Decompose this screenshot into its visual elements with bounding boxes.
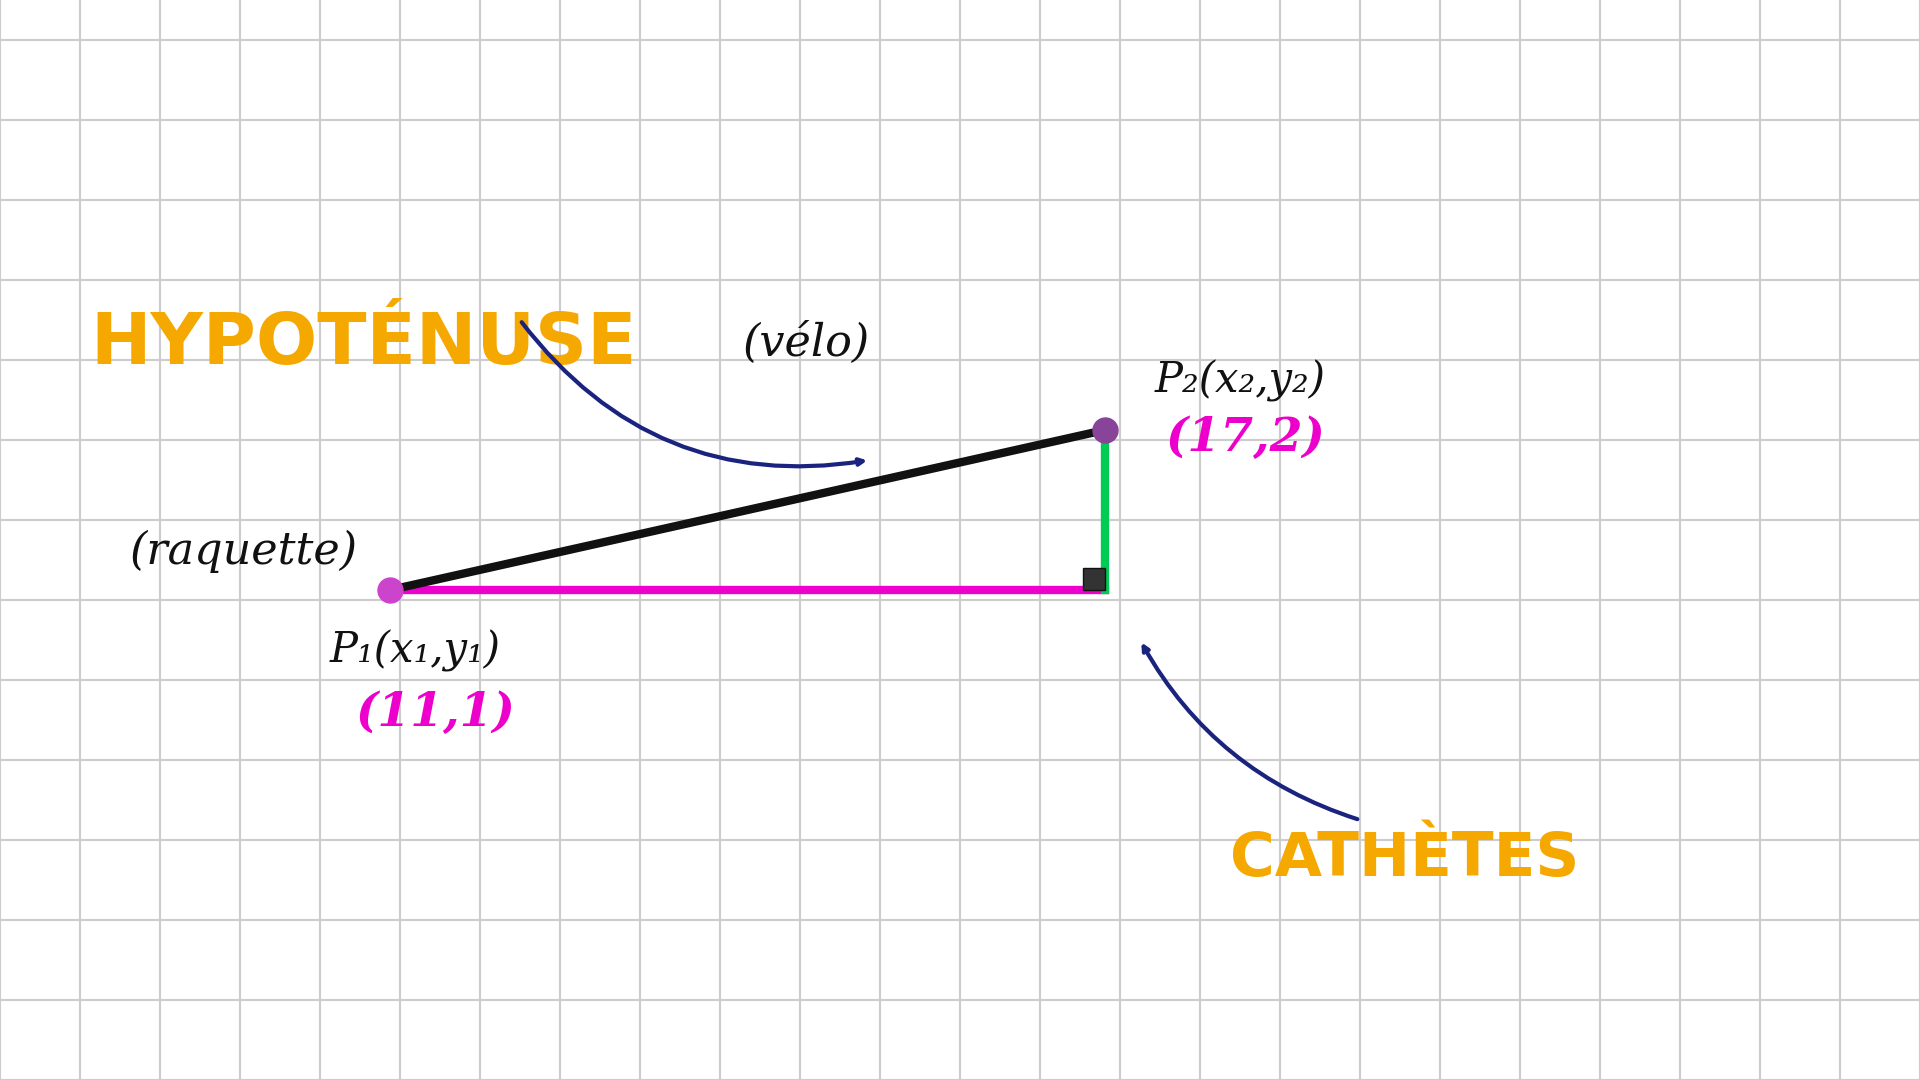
Text: P₂(x₂,y₂): P₂(x₂,y₂) bbox=[1156, 360, 1327, 402]
Text: (raquette): (raquette) bbox=[131, 530, 359, 573]
Text: (17,2): (17,2) bbox=[1165, 415, 1325, 461]
Bar bbox=[1083, 568, 1106, 590]
Text: CATHÈTES: CATHÈTES bbox=[1231, 831, 1580, 889]
Text: P₁(x₁,y₁): P₁(x₁,y₁) bbox=[330, 630, 501, 672]
Text: (11,1): (11,1) bbox=[355, 690, 515, 735]
Text: (vélo): (vélo) bbox=[743, 322, 870, 365]
Text: HYPOTÉNUSE: HYPOTÉNUSE bbox=[90, 310, 637, 379]
